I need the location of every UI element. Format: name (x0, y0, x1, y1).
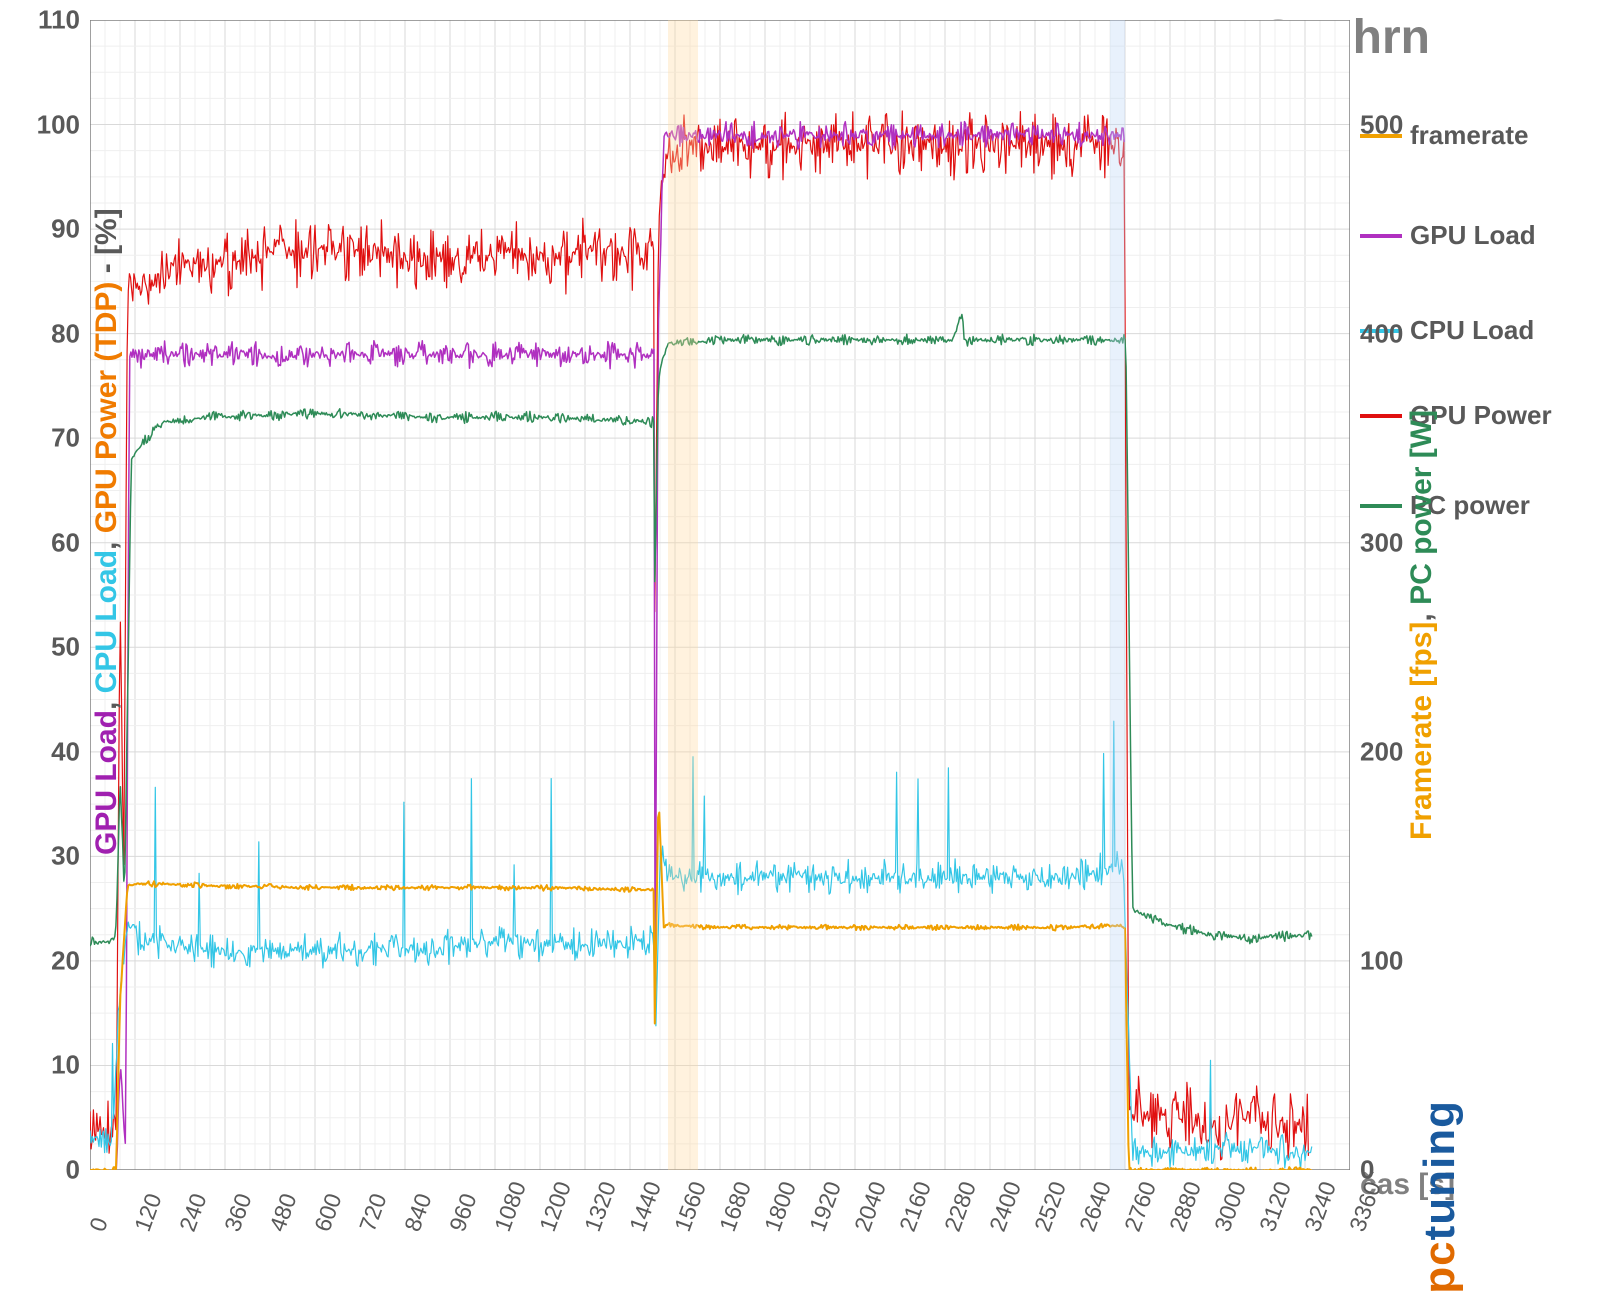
pctuning-logo: pctuning (1415, 1100, 1465, 1294)
x-tick: 360 (219, 1190, 257, 1235)
ylr-1: , (1405, 605, 1438, 622)
ylr-0: Framerate [fps] (1405, 622, 1438, 840)
x-tick: 1080 (489, 1178, 532, 1235)
x-tick: 960 (444, 1190, 482, 1235)
yll-4: GPU Power (TDP) (90, 282, 123, 534)
ylr-2: PC power [W] (1405, 410, 1438, 605)
y-left-tick: 30 (10, 841, 80, 872)
x-tick: 3360 (1344, 1178, 1387, 1235)
yll-0: GPU Load (90, 710, 123, 855)
x-tick: 3240 (1299, 1178, 1342, 1235)
y-left-tick: 110 (10, 5, 80, 36)
legend-swatch (1360, 234, 1402, 238)
y-left-tick: 50 (10, 632, 80, 663)
yll-1: , (90, 693, 123, 710)
y-axis-right-label: Framerate [fps], PC power [W] (1405, 410, 1439, 840)
y-axis-left-label: GPU Load, CPU Load, GPU Power (TDP) - [%… (90, 208, 124, 855)
x-tick: 240 (174, 1190, 212, 1235)
legend-swatch (1360, 414, 1402, 418)
x-tick: 3000 (1209, 1178, 1252, 1235)
x-tick: 2040 (849, 1178, 892, 1235)
y-left-tick: 10 (10, 1050, 80, 1081)
legend-entry-pc-power: PC power (1360, 490, 1530, 521)
series-pc_power (90, 315, 1312, 947)
x-tick: 1800 (759, 1178, 802, 1235)
y-right-tick: 100 (1360, 945, 1440, 976)
x-tick: 1920 (804, 1178, 847, 1235)
x-tick: 2640 (1074, 1178, 1117, 1235)
y-left-tick: 100 (10, 109, 80, 140)
yll-5: - [%] (90, 208, 123, 281)
yll-2: CPU Load (90, 550, 123, 693)
x-tick: 840 (399, 1190, 437, 1235)
x-tick: 2880 (1164, 1178, 1207, 1235)
logo-prefix: pc (1415, 1240, 1464, 1293)
x-tick: 1440 (624, 1178, 667, 1235)
x-tick: 2400 (984, 1178, 1027, 1235)
legend-label: GPU Load (1410, 220, 1536, 251)
x-tick: 1680 (714, 1178, 757, 1235)
x-tick: 120 (129, 1190, 167, 1235)
x-tick: 2520 (1029, 1178, 1072, 1235)
legend-swatch (1360, 504, 1402, 508)
x-tick: 2760 (1119, 1178, 1162, 1235)
x-tick: 2160 (894, 1178, 937, 1235)
yll-3: , (90, 533, 123, 550)
x-tick: 600 (309, 1190, 347, 1235)
y-left-tick: 70 (10, 423, 80, 454)
x-tick: 1320 (579, 1178, 622, 1235)
series-gpu_load (116, 122, 1124, 1170)
legend-entry-gpu-load: GPU Load (1360, 220, 1536, 251)
y-right-tick: 200 (1360, 736, 1440, 767)
y-left-tick: 20 (10, 945, 80, 976)
y-right-tick: 300 (1360, 527, 1440, 558)
legend-entry-gpu-power: GPU Power (1360, 400, 1552, 431)
highlight-band (1110, 20, 1125, 1170)
plot-area (90, 20, 1350, 1170)
y-left-tick: 80 (10, 318, 80, 349)
x-tick: 1200 (534, 1178, 577, 1235)
y-left-tick: 90 (10, 214, 80, 245)
x-tick: 3120 (1254, 1178, 1297, 1235)
y-left-tick: 40 (10, 736, 80, 767)
chart-svg (90, 20, 1350, 1170)
x-tick: 2280 (939, 1178, 982, 1235)
x-tick: 720 (354, 1190, 392, 1235)
y-left-tick: 0 (10, 1155, 80, 1186)
x-tick: 1560 (669, 1178, 712, 1235)
y-left-tick: 60 (10, 527, 80, 558)
highlight-band (668, 20, 698, 1170)
y-right-tick: 400 (1360, 318, 1440, 349)
y-right-tick: 500 (1360, 109, 1440, 140)
x-tick: 480 (264, 1190, 302, 1235)
x-tick: 0 (84, 1214, 114, 1235)
